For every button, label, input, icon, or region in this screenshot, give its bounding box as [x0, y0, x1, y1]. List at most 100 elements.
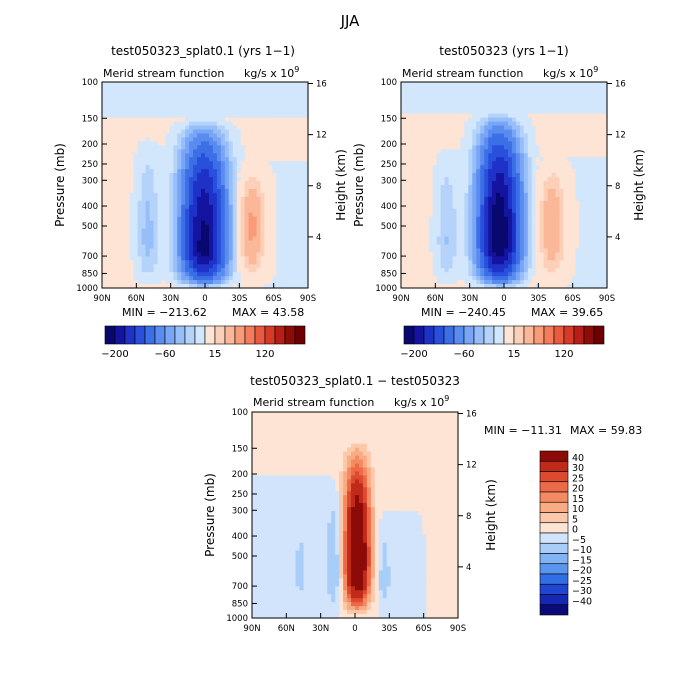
- field-cell: [205, 284, 210, 289]
- field-cell: [153, 284, 159, 289]
- field-cell: [157, 224, 163, 230]
- field-cell: [404, 161, 410, 166]
- field-cell: [205, 153, 210, 158]
- field-cell: [216, 101, 222, 107]
- field-cell: [232, 272, 238, 277]
- field-cell: [551, 161, 557, 166]
- field-cell: [464, 145, 469, 150]
- field-cell: [181, 240, 186, 246]
- field-cell: [232, 101, 238, 107]
- field-cell: [105, 157, 111, 162]
- field-cell: [173, 208, 178, 214]
- field-cell: [511, 117, 517, 123]
- field-cell: [535, 133, 541, 139]
- field-cell: [264, 149, 269, 154]
- field-cell: [476, 220, 481, 226]
- field-cell: [157, 129, 163, 135]
- field-cell: [201, 228, 206, 234]
- field-cell: [531, 177, 537, 182]
- field-cell: [539, 153, 545, 158]
- field-cell: [452, 121, 458, 127]
- field-cell: [165, 117, 170, 123]
- field-cell: [460, 89, 465, 95]
- field-cell: [511, 133, 517, 139]
- field-cell: [304, 93, 309, 99]
- field-cell: [189, 260, 194, 265]
- field-cell: [523, 97, 529, 103]
- field-cell: [205, 200, 210, 206]
- field-cell: [153, 157, 159, 162]
- field-cell: [177, 244, 182, 249]
- field-cell: [117, 149, 123, 154]
- field-cell: [288, 200, 293, 206]
- field-cell: [480, 212, 485, 218]
- field-cell: [292, 153, 297, 158]
- field-cell: [456, 105, 462, 111]
- field-cell: [531, 212, 537, 218]
- field-cell: [272, 177, 277, 182]
- field-cell: [571, 161, 576, 166]
- field-cell: [436, 101, 442, 107]
- field-cell: [496, 204, 501, 210]
- field-cell: [117, 200, 123, 206]
- field-cell: [563, 82, 568, 87]
- field-cell: [232, 109, 238, 115]
- field-cell: [236, 228, 242, 234]
- field-cell: [256, 216, 262, 222]
- field-cell: [141, 208, 147, 214]
- field-cell: [248, 82, 254, 87]
- field-cell: [181, 125, 186, 131]
- field-cell: [436, 169, 442, 174]
- field-cell: [137, 89, 143, 95]
- field-cell: [448, 82, 454, 87]
- field-cell: [113, 212, 119, 218]
- field-cell: [424, 105, 430, 111]
- field-cell: [280, 244, 285, 249]
- field-cell: [452, 157, 458, 162]
- field-cell: [559, 220, 565, 226]
- field-cell: [256, 232, 262, 238]
- field-cell: [591, 173, 596, 178]
- field-cell: [216, 284, 222, 289]
- field-cell: [547, 228, 553, 234]
- field-cell: [280, 105, 285, 111]
- field-cell: [201, 204, 206, 210]
- field-cell: [488, 200, 493, 206]
- field-cell: [480, 149, 485, 154]
- field-cell: [193, 105, 198, 111]
- field-cell: [500, 93, 505, 99]
- field-cell: [488, 236, 493, 242]
- field-cell: [304, 260, 309, 265]
- field-cell: [300, 161, 305, 166]
- field-cell: [488, 173, 493, 178]
- field-cell: [551, 196, 557, 202]
- field-cell: [113, 109, 119, 115]
- field-cell: [181, 216, 186, 222]
- field-cell: [591, 117, 596, 123]
- field-cell: [272, 157, 277, 162]
- field-cell: [109, 185, 115, 190]
- field-cell: [404, 192, 410, 198]
- field-cell: [500, 208, 505, 214]
- field-cell: [527, 85, 533, 91]
- field-cell: [468, 169, 473, 174]
- field-cell: [232, 121, 238, 127]
- field-cell: [587, 220, 592, 226]
- field-cell: [460, 117, 465, 123]
- field-cell: [292, 173, 297, 178]
- field-cell: [432, 85, 438, 91]
- field-cell: [228, 181, 234, 186]
- field-cell: [583, 236, 588, 242]
- field-cell: [185, 149, 190, 154]
- field-cell: [599, 240, 604, 246]
- field-cell: [212, 157, 218, 162]
- field-cell: [500, 200, 505, 206]
- field-cell: [488, 192, 493, 198]
- field-cell: [300, 97, 305, 103]
- field-cell: [129, 93, 135, 99]
- field-cell: [292, 117, 297, 123]
- field-cell: [252, 228, 258, 234]
- field-cell: [456, 236, 462, 242]
- field-cell: [480, 165, 485, 170]
- field-cell: [472, 212, 477, 218]
